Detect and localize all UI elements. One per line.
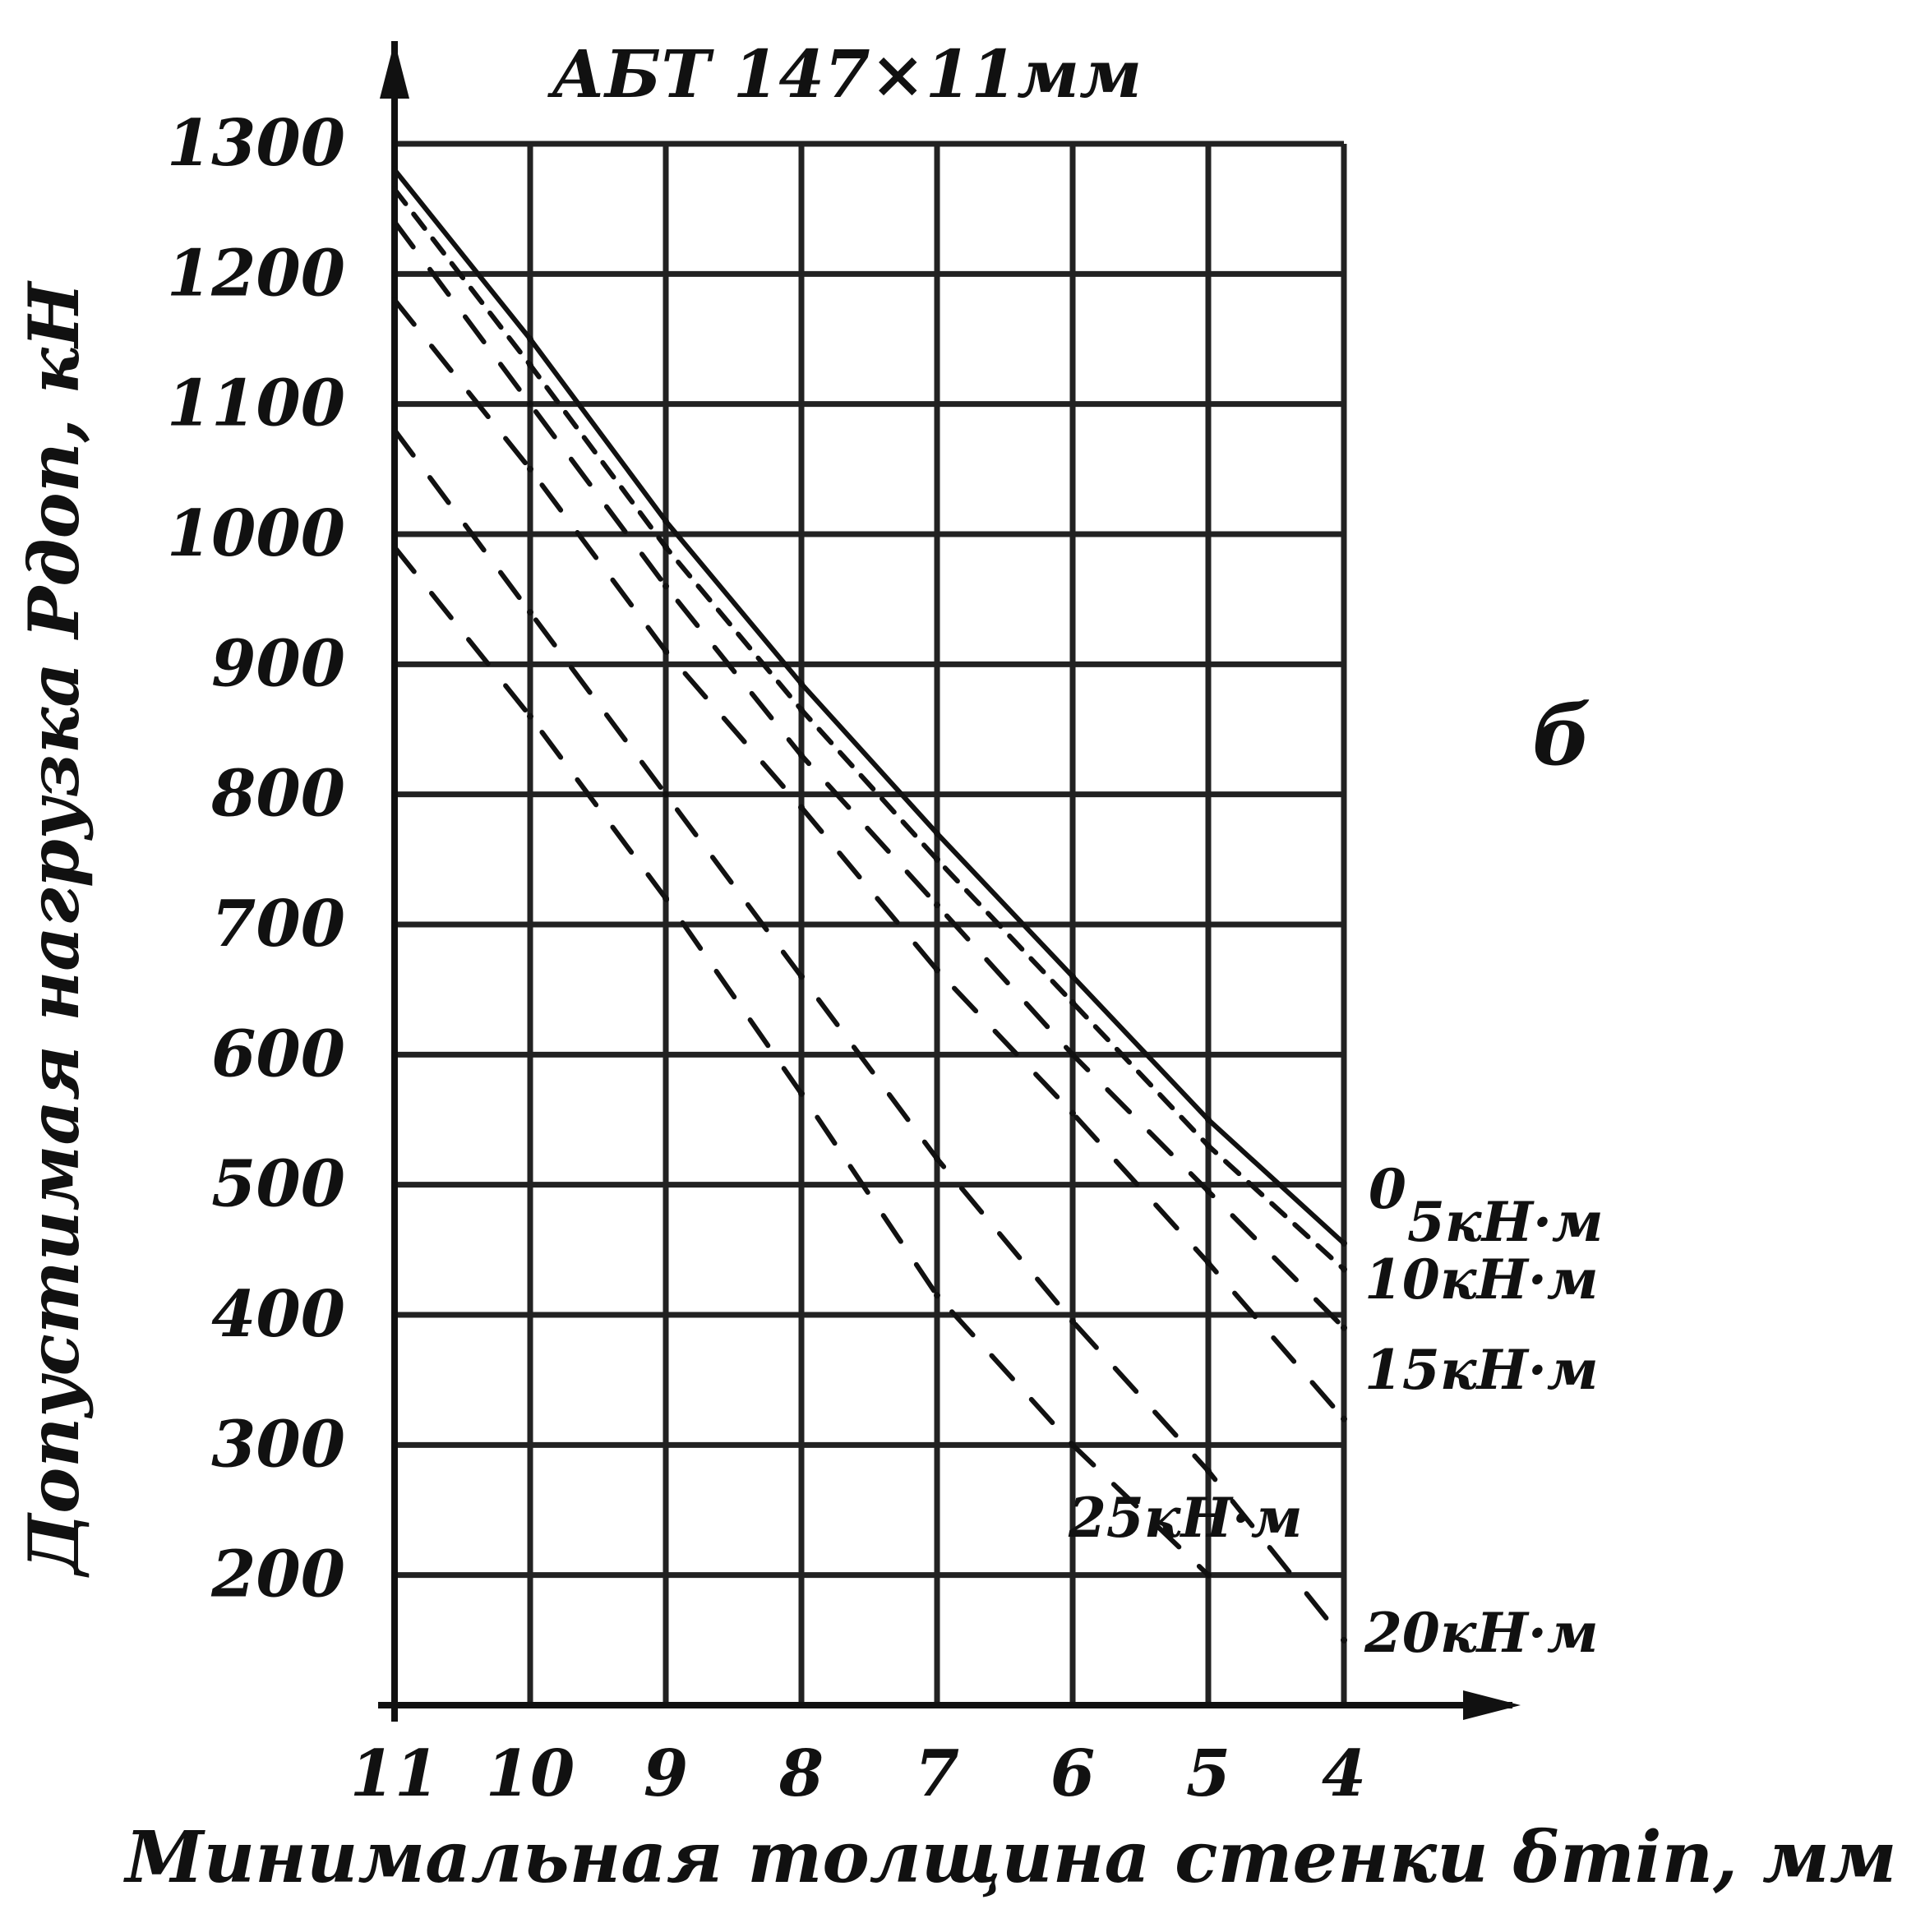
series-5-point-1	[527, 712, 533, 720]
series-4-point-6	[1205, 1468, 1212, 1474]
series-1-point-4	[934, 855, 940, 863]
y-axis-title: Допустимая нагрузка Pдоп, кН	[13, 280, 95, 1579]
y-tick-label-900: 900	[211, 626, 345, 701]
series-2-point-4	[934, 901, 940, 909]
y-tick-label-200: 200	[210, 1538, 345, 1612]
series-1-point-5	[1069, 999, 1076, 1006]
series-4-point-7	[1341, 1636, 1347, 1644]
series-5-point-6	[1205, 1571, 1212, 1579]
y-axis-arrow	[380, 41, 409, 99]
series-1-point-0	[391, 186, 398, 193]
series-5-point-4	[934, 1292, 940, 1299]
x-tick-label-5: 5	[1186, 1736, 1230, 1811]
series-1-point-3	[798, 706, 805, 713]
y-tick-label-700: 700	[211, 887, 345, 961]
series-0-point-0	[391, 166, 398, 173]
series-0-point-4	[934, 830, 940, 837]
x-tick-label-7: 7	[915, 1736, 959, 1811]
axes: 11 10 9 8 7 6 5 4 1300 1200 1100 1000 900 800 700 600 50…	[167, 41, 1521, 1811]
x-tick-label-9: 9	[644, 1736, 688, 1811]
series-2-point-5	[1069, 1051, 1076, 1058]
series-2-point-0	[391, 219, 398, 225]
y-tick-label-300: 300	[211, 1407, 345, 1482]
series-4-point-1	[527, 609, 533, 616]
y-tick-label-800: 800	[210, 757, 345, 832]
y-tick-label-1100: 1100	[167, 367, 345, 441]
series-line-4	[392, 427, 1346, 1643]
grid	[391, 141, 1347, 1708]
series-0-point-2	[663, 518, 669, 525]
series-3-point-6	[1205, 1259, 1212, 1266]
y-tick-label-500: 500	[211, 1147, 345, 1222]
series-4-point-4	[934, 1155, 940, 1162]
series-2-point-1	[527, 400, 533, 408]
series-line-1	[392, 187, 1346, 1272]
curve-label-0: 0	[1369, 1157, 1406, 1221]
y-tick-label-1300: 1300	[167, 106, 345, 181]
series-1-point-7	[1341, 1266, 1347, 1273]
series-5-point-2	[663, 895, 669, 902]
series-3-point-3	[798, 804, 805, 811]
series-0-point-5	[1069, 973, 1076, 980]
series-2-point-3	[798, 752, 805, 759]
series-line-3	[392, 297, 1346, 1422]
x-axis-title: Минимальная толщина стенки δmin, мм	[122, 1816, 1896, 1899]
series-4-point-2	[663, 791, 669, 798]
chart-title: АБТ 147×11мм	[547, 35, 1142, 113]
x-tick-label-8: 8	[778, 1736, 824, 1811]
y-tick-label-400: 400	[211, 1277, 345, 1352]
series-0-point-7	[1341, 1239, 1347, 1247]
x-tick-label-11: 11	[350, 1736, 440, 1811]
series-5-point-0	[391, 543, 398, 551]
series-2-point-7	[1341, 1324, 1347, 1331]
series-3-point-2	[663, 648, 669, 655]
series-3-point-4	[934, 966, 940, 974]
series-2-point-6	[1205, 1187, 1212, 1195]
series-3-point-7	[1341, 1415, 1347, 1422]
x-axis-arrow	[1463, 1690, 1521, 1720]
curve-label-4: 25кН·м	[1068, 1486, 1303, 1550]
x-tick-label-10: 10	[486, 1736, 575, 1811]
panel-label: б	[1532, 687, 1591, 784]
series-5-point-5	[1069, 1441, 1076, 1449]
series-1-point-1	[527, 362, 533, 369]
series-line-2	[392, 219, 1346, 1330]
x-tick-label-4: 4	[1322, 1736, 1366, 1811]
series-4-point-0	[391, 427, 398, 434]
series-1-point-2	[663, 543, 669, 551]
series-5-point-3	[798, 1090, 805, 1097]
curve-label-5: 20кН·м	[1364, 1601, 1599, 1665]
series-line-0	[392, 167, 1346, 1246]
series-4-point-5	[1069, 1317, 1076, 1325]
series-0-point-1	[527, 335, 533, 343]
curve-label-1: 5кН·м	[1407, 1190, 1604, 1254]
series-3-point-1	[527, 465, 533, 473]
y-tick-label-1200: 1200	[167, 236, 345, 311]
series-0-point-6	[1205, 1116, 1212, 1123]
y-tick-label-600: 600	[211, 1017, 345, 1091]
curve-label-3: 15кН·м	[1364, 1338, 1599, 1402]
series-3-point-0	[391, 297, 398, 303]
series-group	[391, 166, 1347, 1644]
x-tick-label-6: 6	[1050, 1736, 1095, 1811]
curve-label-2: 10кН·м	[1364, 1247, 1599, 1312]
y-tick-label-1000: 1000	[167, 496, 345, 571]
series-3-point-5	[1069, 1109, 1076, 1117]
series-4-point-3	[798, 973, 805, 980]
series-1-point-6	[1205, 1142, 1212, 1150]
series-0-point-3	[798, 680, 805, 688]
series-2-point-2	[663, 583, 669, 590]
